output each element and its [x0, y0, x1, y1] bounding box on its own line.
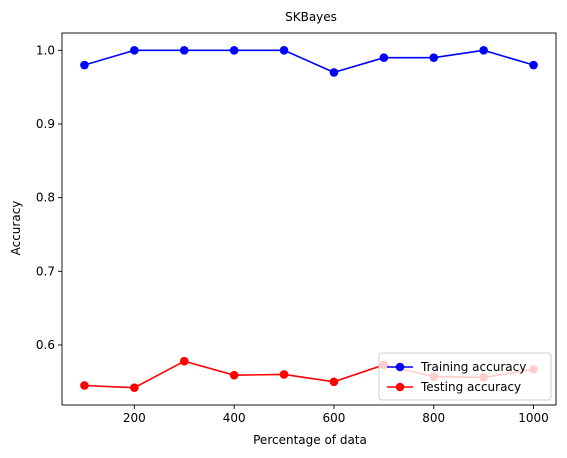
data-point	[279, 46, 289, 55]
data-point	[529, 60, 538, 70]
y-tick-label: 0.9	[36, 117, 55, 131]
y-tick-label: 0.7	[36, 264, 55, 278]
x-axis-label: Percentage of data	[253, 433, 367, 447]
data-point	[130, 383, 139, 392]
data-point	[479, 46, 488, 55]
y-axis-label: Accuracy	[9, 201, 23, 256]
legend-label: Training accuracy	[420, 360, 526, 374]
data-point	[229, 46, 239, 55]
y-tick-label: 0.6	[36, 338, 55, 352]
data-point	[429, 53, 439, 62]
data-point	[329, 68, 339, 77]
data-point	[80, 381, 89, 390]
x-tick-label: 400	[223, 411, 246, 425]
data-point	[379, 53, 389, 62]
x-tick-label: 800	[422, 411, 445, 425]
data-point	[179, 356, 189, 366]
data-point	[80, 60, 89, 70]
data-point	[279, 370, 289, 379]
x-tick-label: 1000	[518, 411, 549, 425]
legend-label: Testing accuracy	[420, 380, 521, 394]
chart-title: SKBayes	[285, 10, 337, 24]
axes-frame	[61, 32, 557, 406]
y-tick-label: 0.8	[36, 191, 55, 205]
data-point	[130, 46, 139, 55]
data-point	[229, 370, 239, 380]
x-tick-label: 600	[322, 411, 345, 425]
x-tick-label: 200	[123, 411, 146, 425]
data-point	[179, 46, 189, 55]
legend-box	[378, 352, 552, 401]
legend-marker	[395, 382, 405, 392]
series-line-0	[84, 49, 534, 74]
legend-marker	[395, 362, 405, 372]
data-point	[329, 377, 339, 387]
y-tick-label: 1.0	[36, 43, 55, 57]
plot-area: 200 400 600 800 1000 0.6 0.7 0.8 0.9 1.0 Training …	[36, 32, 557, 425]
